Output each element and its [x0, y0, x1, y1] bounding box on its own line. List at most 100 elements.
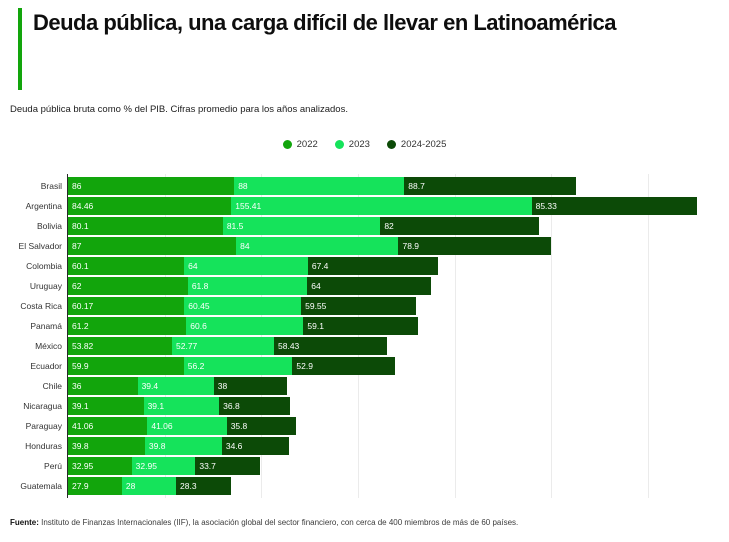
- chart-row: Nicaragua 39.1 39.1 36.8: [0, 396, 729, 416]
- chart-row: Guatemala 27.9 28 28.3: [0, 476, 729, 496]
- bar-segment: 34.6: [221, 437, 289, 455]
- category-label: Chile: [42, 381, 62, 391]
- legend-item: 2023: [334, 139, 370, 150]
- legend-label: 2023: [348, 139, 370, 150]
- bar-group: 60.1 64 67.4: [68, 257, 439, 275]
- bar-segment: 28.3: [176, 477, 231, 495]
- bar-segment: 28: [121, 477, 177, 495]
- chart-row: Costa Rica 60.17 60.45 59.55: [0, 296, 729, 316]
- bar-segment: 39.8: [144, 437, 222, 455]
- chart-row: Chile 36 39.4 38: [0, 376, 729, 396]
- bar-segment: 78.9: [398, 237, 551, 255]
- bar-group: 59.9 56.2 52.9: [68, 357, 395, 375]
- category-label: Paraguay: [25, 421, 62, 431]
- bar-segment: 88: [234, 177, 405, 195]
- bar-segment: 32.95: [131, 457, 196, 475]
- chart-subtitle: Deuda pública bruta como % del PIB. Cifr…: [10, 104, 348, 115]
- bar-segment: 67.4: [307, 257, 439, 275]
- bar-segment: 80.1: [68, 217, 223, 235]
- chart-row: Perú 32.95 32.95 33.7: [0, 456, 729, 476]
- bar-group: 86 88 88.7: [68, 177, 576, 195]
- legend-item: 2022: [282, 139, 318, 150]
- bar-segment: 84: [236, 237, 399, 255]
- bar-segment: 61.2: [68, 317, 187, 335]
- category-label: Guatemala: [20, 481, 62, 491]
- category-label: Bolivia: [36, 221, 62, 231]
- bar-segment: 36: [68, 377, 138, 395]
- bar-segment: 64: [307, 277, 431, 295]
- source-text: Instituto de Finanzas Internacionales (I…: [38, 518, 519, 527]
- bar-segment: 60.45: [184, 297, 302, 315]
- bar-segment: 56.2: [183, 357, 293, 375]
- y-axis-line: [67, 174, 68, 498]
- chart-row: México 53.82 52.77 58.43: [0, 336, 729, 356]
- bar-segment: 60.6: [186, 317, 304, 335]
- category-label: Argentina: [25, 201, 62, 211]
- chart-row: Bolivia 80.1 81.5 82: [0, 216, 729, 236]
- bar-segment: 87: [68, 237, 237, 255]
- bar-segment: 155.41: [231, 197, 532, 215]
- chart-row: Honduras 39.8 39.8 34.6: [0, 436, 729, 456]
- legend-dot-icon: [282, 140, 292, 149]
- bar-segment: 52.77: [172, 337, 274, 355]
- bar-segment: 59.55: [301, 297, 417, 315]
- gridline: [647, 174, 649, 498]
- category-label: El Salvador: [18, 241, 62, 251]
- bar-segment: 27.9: [68, 477, 122, 495]
- legend: 2022 2023 2024-2025: [0, 139, 729, 150]
- bar-segment: 36.8: [219, 397, 291, 415]
- bar-group: 32.95 32.95 33.7: [68, 457, 261, 475]
- bar-segment: 52.9: [292, 357, 395, 375]
- gridline: [357, 174, 359, 498]
- bar-group: 60.17 60.45 59.55: [68, 297, 417, 315]
- chart-row: Brasil 86 88 88.7: [0, 176, 729, 196]
- gridline: [551, 174, 553, 498]
- bar-segment: 61.8: [187, 277, 308, 295]
- chart-row: Ecuador 59.9 56.2 52.9: [0, 356, 729, 376]
- category-label: Panamá: [30, 321, 62, 331]
- legend-label: 2024-2025: [400, 139, 447, 150]
- legend-dot-icon: [386, 140, 396, 149]
- bar-group: 87 84 78.9: [68, 237, 551, 255]
- bar-segment: 39.8: [68, 437, 145, 455]
- category-label: Brasil: [40, 181, 62, 191]
- bar-segment: 32.95: [68, 457, 132, 475]
- bar-segment: 64: [184, 257, 308, 275]
- bar-segment: 35.8: [226, 417, 296, 435]
- bar-group: 80.1 81.5 82: [68, 217, 539, 235]
- bar-segment: 41.06: [147, 417, 227, 435]
- chart-row: El Salvador 87 84 78.9: [0, 236, 729, 256]
- bar-segment: 88.7: [404, 177, 576, 195]
- bar-group: 27.9 28 28.3: [68, 477, 231, 495]
- bar-group: 84.46 155.41 85.33: [68, 197, 697, 215]
- category-label: Perú: [44, 461, 62, 471]
- bar-segment: 41.06: [68, 417, 148, 435]
- bar-segment: 38: [213, 377, 288, 395]
- bar-group: 53.82 52.77 58.43: [68, 337, 387, 355]
- bar-group: 39.1 39.1 36.8: [68, 397, 291, 415]
- legend-item: 2024-2025: [386, 139, 447, 150]
- bar-group: 62 61.8 64: [68, 277, 431, 295]
- title-accent-bar: [18, 8, 22, 90]
- chart-area: Brasil 86 88 88.7 Argentina 84.46 155.41 85.33 B…: [0, 172, 729, 504]
- bar-segment: 60.17: [68, 297, 185, 315]
- bar-segment: 39.1: [68, 397, 144, 415]
- bar-segment: 81.5: [222, 217, 381, 235]
- bar-segment: 53.82: [68, 337, 173, 355]
- chart-row: Colombia 60.1 64 67.4: [0, 256, 729, 276]
- bar-segment: 86: [68, 177, 235, 195]
- bar-segment: 82: [380, 217, 539, 235]
- gridline: [164, 174, 166, 498]
- gridline: [454, 174, 456, 498]
- bar-group: 36 39.4 38: [68, 377, 288, 395]
- bar-segment: 33.7: [195, 457, 261, 475]
- bar-segment: 59.1: [303, 317, 418, 335]
- category-label: Colombia: [26, 261, 62, 271]
- bar-segment: 60.1: [68, 257, 185, 275]
- source-label: Fuente:: [10, 518, 39, 527]
- category-label: México: [35, 341, 62, 351]
- bar-segment: 59.9: [68, 357, 184, 375]
- category-label: Ecuador: [30, 361, 62, 371]
- category-label: Honduras: [25, 441, 62, 451]
- chart-row: Panamá 61.2 60.6 59.1: [0, 316, 729, 336]
